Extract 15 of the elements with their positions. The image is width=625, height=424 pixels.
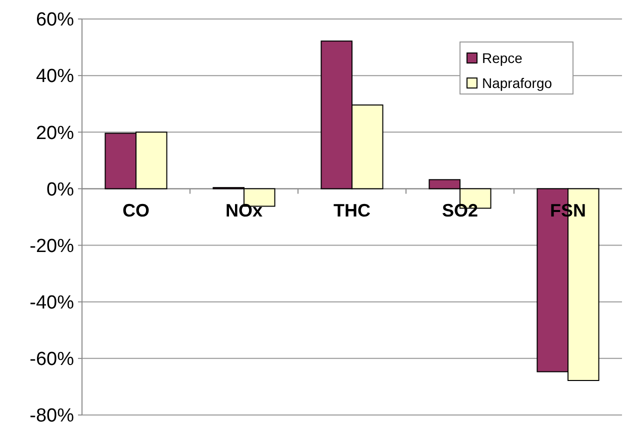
y-tick-label: -80% — [30, 406, 74, 424]
legend-label: Napraforgo — [482, 74, 552, 91]
y-tick-label: 60% — [36, 10, 74, 31]
x-tick-label: CO — [122, 200, 150, 221]
x-tick-label: SO2 — [442, 200, 478, 221]
legend-label: Repce — [482, 50, 523, 66]
y-tick-label: 40% — [36, 66, 74, 88]
y-tick-label: 0% — [46, 179, 74, 200]
x-tick-label: THC — [334, 200, 370, 221]
y-tick-label: -20% — [30, 236, 74, 257]
x-tick-label: NOx — [225, 200, 263, 221]
x-tick-label: FSN — [550, 200, 586, 221]
y-tick-label: -60% — [30, 349, 74, 370]
y-tick-label: -40% — [30, 292, 74, 314]
y-tick-label: 20% — [36, 122, 74, 144]
